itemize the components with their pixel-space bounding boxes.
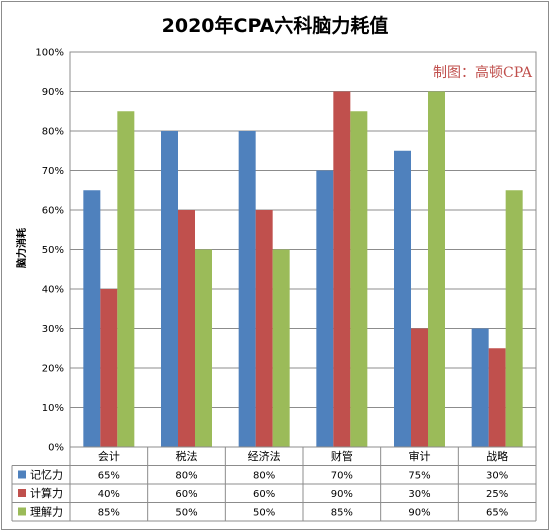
- bar: [178, 210, 195, 447]
- bar: [272, 249, 290, 447]
- y-tick-label: 20%: [42, 364, 64, 375]
- bar: [238, 131, 256, 447]
- y-tick-label: 50%: [42, 245, 64, 256]
- gridlines: [70, 51, 536, 448]
- legend-key: [18, 489, 26, 497]
- category-label: 财管: [331, 449, 353, 463]
- bars: [83, 91, 523, 447]
- data-label: 75%: [408, 471, 430, 482]
- data-label: 65%: [98, 471, 120, 482]
- y-tick-label: 30%: [42, 324, 64, 335]
- bar: [255, 210, 273, 447]
- series-name: 记忆力: [30, 469, 63, 482]
- y-axis-label: 脑力消耗: [15, 228, 28, 268]
- data-label: 80%: [175, 471, 197, 482]
- data-label: 80%: [253, 471, 275, 482]
- data-label: 50%: [253, 508, 275, 519]
- series-name: 理解力: [30, 505, 63, 519]
- y-tick-label: 100%: [35, 48, 64, 59]
- data-label: 85%: [98, 508, 120, 519]
- bar: [100, 289, 118, 447]
- data-label: 90%: [408, 508, 430, 519]
- category-label: 经济法: [248, 449, 281, 463]
- data-label: 30%: [486, 471, 508, 482]
- data-label: 70%: [331, 471, 353, 482]
- category-label: 税法: [176, 449, 198, 463]
- bar: [428, 91, 445, 447]
- bar: [117, 111, 135, 447]
- bar: [411, 328, 428, 447]
- bar: [488, 348, 506, 447]
- data-label: 25%: [486, 489, 508, 500]
- watermark-text: 制图：高顿CPA: [433, 64, 533, 81]
- bar: [333, 91, 351, 447]
- series-name: 计算力: [30, 486, 63, 500]
- y-tick-label: 40%: [42, 285, 64, 296]
- category-label: 会计: [98, 450, 120, 463]
- data-label: 30%: [408, 489, 430, 500]
- data-label: 85%: [331, 508, 353, 519]
- category-label: 审计: [409, 449, 431, 463]
- data-label: 90%: [331, 489, 353, 500]
- data-label: 60%: [175, 489, 197, 500]
- y-tick-label: 90%: [42, 87, 64, 98]
- bar: [350, 111, 368, 447]
- bar: [505, 190, 523, 447]
- bar: [471, 328, 489, 447]
- bar: [316, 170, 334, 447]
- y-tick-label: 60%: [42, 206, 64, 217]
- data-label: 50%: [175, 508, 197, 519]
- legend-key: [18, 507, 26, 516]
- data-label: 40%: [98, 489, 120, 500]
- y-tick-label: 70%: [42, 166, 64, 177]
- y-tick-label: 80%: [42, 127, 64, 138]
- y-tick-label: 0%: [48, 443, 64, 454]
- bar: [83, 190, 101, 447]
- category-label: 战略: [486, 449, 508, 463]
- data-label: 60%: [253, 489, 275, 500]
- y-tick-label: 10%: [42, 403, 64, 414]
- bar: [161, 131, 178, 447]
- chart-title: 2020年CPA六科脑力耗值: [162, 14, 389, 37]
- data-label: 65%: [486, 508, 508, 519]
- bar: [394, 150, 411, 447]
- bar: [195, 249, 212, 447]
- legend-key: [18, 470, 26, 479]
